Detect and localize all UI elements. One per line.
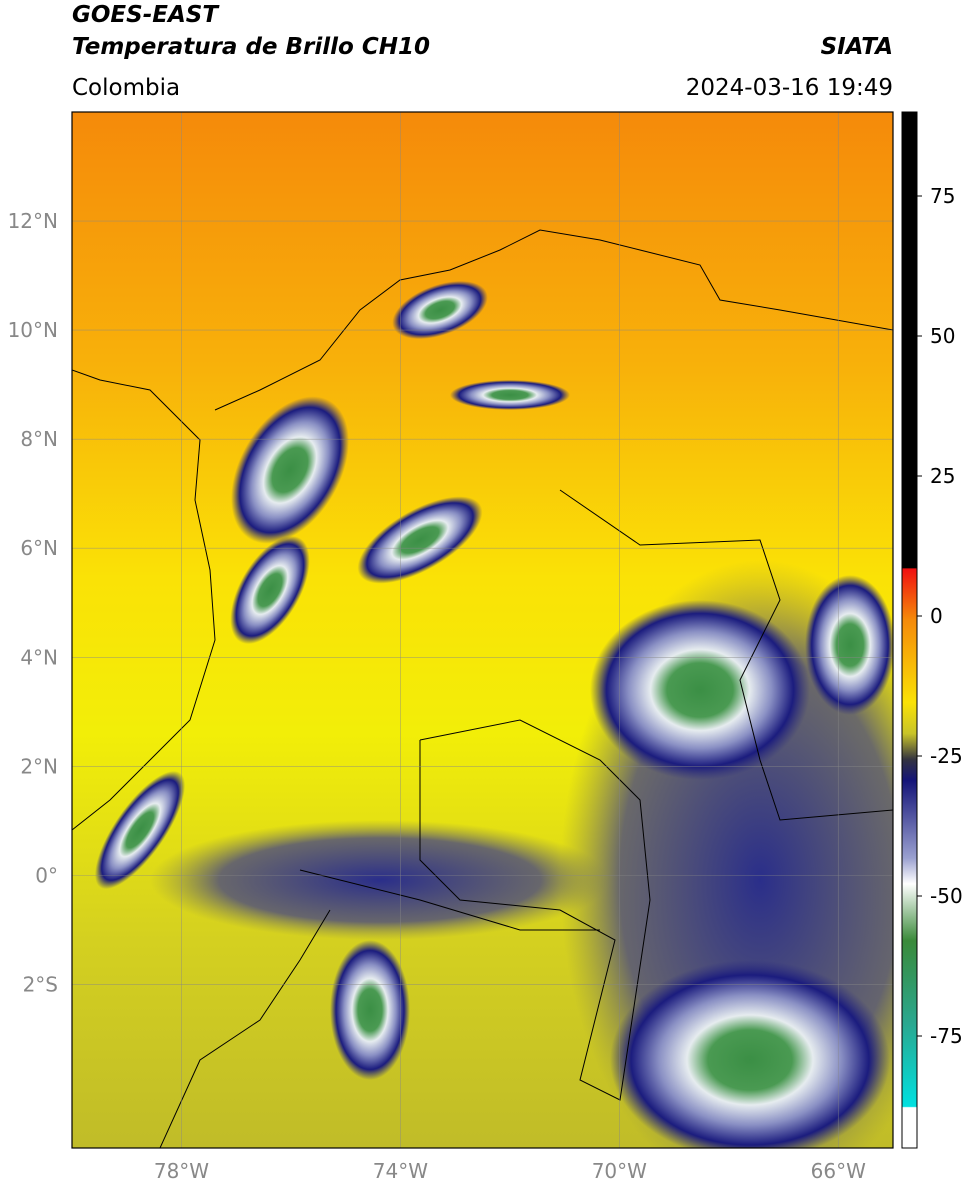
x-tick-label: 70°W <box>592 1159 647 1183</box>
timestamp: 2024-03-16 19:49 <box>686 75 893 101</box>
colorbar-tick-label: 25 <box>930 464 955 488</box>
cloud <box>805 575 893 715</box>
x-tick-label: 78°W <box>154 1159 209 1183</box>
borders <box>72 229 893 1148</box>
cloud <box>330 940 410 1080</box>
source: SIATA <box>821 34 893 60</box>
cloud <box>150 820 610 940</box>
map-frame <box>71 111 894 1149</box>
cloud <box>94 770 186 890</box>
cloud <box>590 600 810 780</box>
y-tick-label: 12°N <box>8 209 58 233</box>
colorbar-tick-label: -75 <box>930 1024 963 1048</box>
cloud <box>610 960 890 1148</box>
y-tick-label: 0° <box>35 863 58 887</box>
colorbar-tick-label: 0 <box>930 604 943 628</box>
grid <box>72 112 893 1148</box>
colorbar <box>901 111 918 1149</box>
colorbar-tick-label: -25 <box>930 744 963 768</box>
x-tick-label: 74°W <box>373 1159 428 1183</box>
subtitle: Temperatura de Brillo CH10 <box>72 34 430 60</box>
y-tick-label: 10°N <box>8 318 58 342</box>
y-tick-label: 2°S <box>23 972 58 996</box>
title: GOES-EAST <box>72 2 220 28</box>
y-tick-label: 8°N <box>20 427 58 451</box>
region: Colombia <box>72 75 180 101</box>
y-tick-label: 4°N <box>20 645 58 669</box>
cloud <box>450 380 570 410</box>
cloud <box>392 280 488 340</box>
cloud <box>357 496 483 584</box>
cloud <box>231 396 349 544</box>
x-tick-label: 66°W <box>811 1159 866 1183</box>
imagery <box>72 112 893 1148</box>
colorbar-tick-label: -50 <box>930 884 963 908</box>
y-tick-label: 6°N <box>20 536 58 560</box>
cloud <box>230 535 310 645</box>
y-tick-label: 2°N <box>20 754 58 778</box>
colorbar-tick-label: 50 <box>930 324 955 348</box>
colorbar-tick-label: 75 <box>930 184 955 208</box>
